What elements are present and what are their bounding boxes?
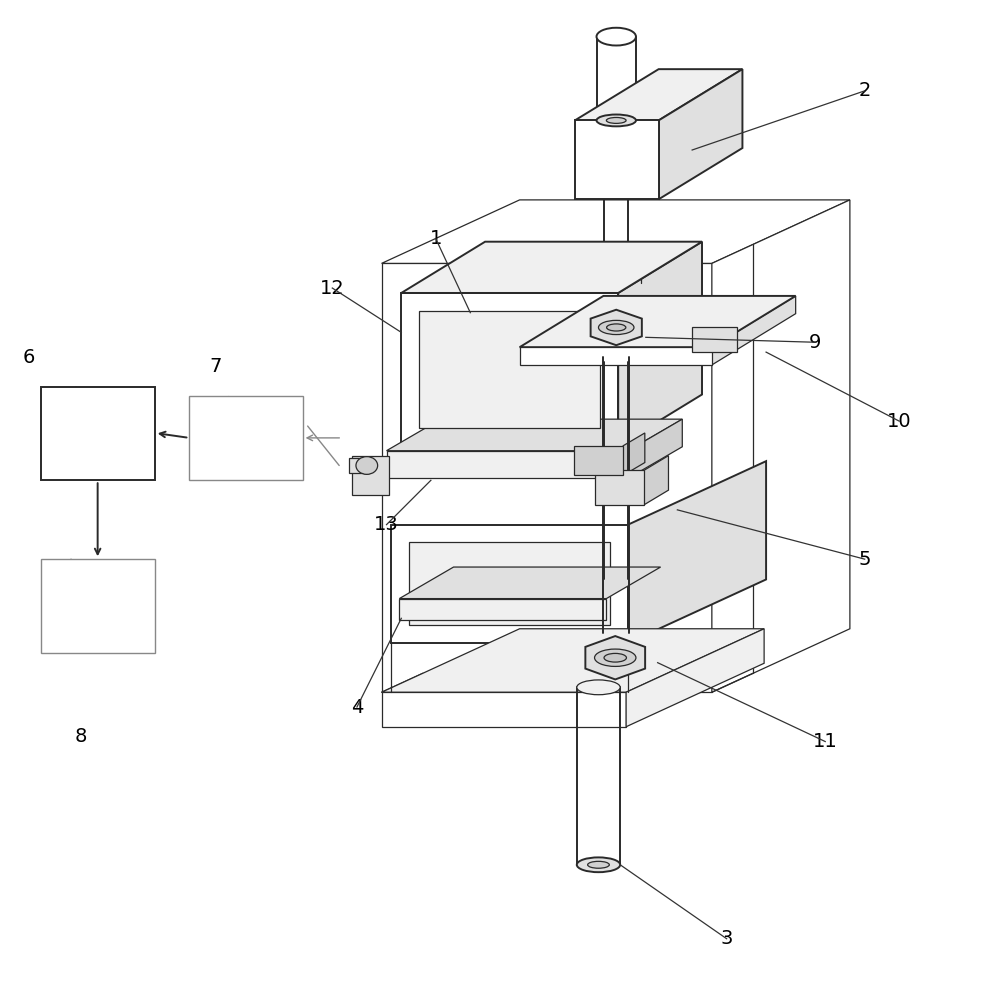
Polygon shape xyxy=(381,692,626,727)
Text: 9: 9 xyxy=(810,333,821,352)
Ellipse shape xyxy=(577,857,621,872)
Ellipse shape xyxy=(604,653,626,662)
Bar xyxy=(595,470,644,505)
Text: 8: 8 xyxy=(75,727,87,746)
Polygon shape xyxy=(381,200,850,263)
Polygon shape xyxy=(628,461,766,643)
Text: 11: 11 xyxy=(813,732,837,751)
Ellipse shape xyxy=(597,28,636,46)
Text: 13: 13 xyxy=(374,515,399,534)
Text: 10: 10 xyxy=(886,412,911,431)
Bar xyxy=(692,327,737,352)
Polygon shape xyxy=(591,310,642,345)
Polygon shape xyxy=(381,629,764,692)
Text: 1: 1 xyxy=(429,229,442,248)
Polygon shape xyxy=(575,69,743,120)
Polygon shape xyxy=(401,242,702,293)
Ellipse shape xyxy=(595,649,636,666)
Ellipse shape xyxy=(607,117,626,123)
Ellipse shape xyxy=(607,324,625,331)
Bar xyxy=(41,387,155,480)
Polygon shape xyxy=(381,263,712,692)
Text: 12: 12 xyxy=(320,279,345,298)
Text: 7: 7 xyxy=(210,357,223,376)
Polygon shape xyxy=(520,296,796,347)
Text: 2: 2 xyxy=(859,81,871,100)
Polygon shape xyxy=(391,525,628,643)
Ellipse shape xyxy=(599,320,634,335)
Text: 3: 3 xyxy=(720,929,733,948)
Polygon shape xyxy=(575,120,659,199)
Polygon shape xyxy=(386,451,628,478)
Ellipse shape xyxy=(588,861,610,868)
Polygon shape xyxy=(626,629,764,727)
Polygon shape xyxy=(712,296,796,365)
Bar xyxy=(409,542,611,625)
Polygon shape xyxy=(401,293,619,446)
Polygon shape xyxy=(399,599,607,620)
Ellipse shape xyxy=(356,457,377,474)
Polygon shape xyxy=(628,419,683,478)
Text: 4: 4 xyxy=(351,698,363,717)
Bar xyxy=(419,311,601,428)
Polygon shape xyxy=(644,456,669,505)
Text: 5: 5 xyxy=(858,550,871,569)
Polygon shape xyxy=(386,419,683,451)
Polygon shape xyxy=(624,433,645,475)
Bar xyxy=(189,396,302,480)
Bar xyxy=(352,456,389,495)
Polygon shape xyxy=(619,242,702,446)
Ellipse shape xyxy=(577,680,621,695)
Polygon shape xyxy=(520,347,712,365)
Polygon shape xyxy=(399,567,661,599)
Polygon shape xyxy=(659,69,743,199)
Text: 6: 6 xyxy=(23,348,34,367)
Bar xyxy=(574,446,624,475)
Bar xyxy=(349,458,366,473)
Polygon shape xyxy=(712,200,850,692)
Ellipse shape xyxy=(597,115,636,126)
Polygon shape xyxy=(585,636,645,679)
Bar xyxy=(41,559,155,653)
